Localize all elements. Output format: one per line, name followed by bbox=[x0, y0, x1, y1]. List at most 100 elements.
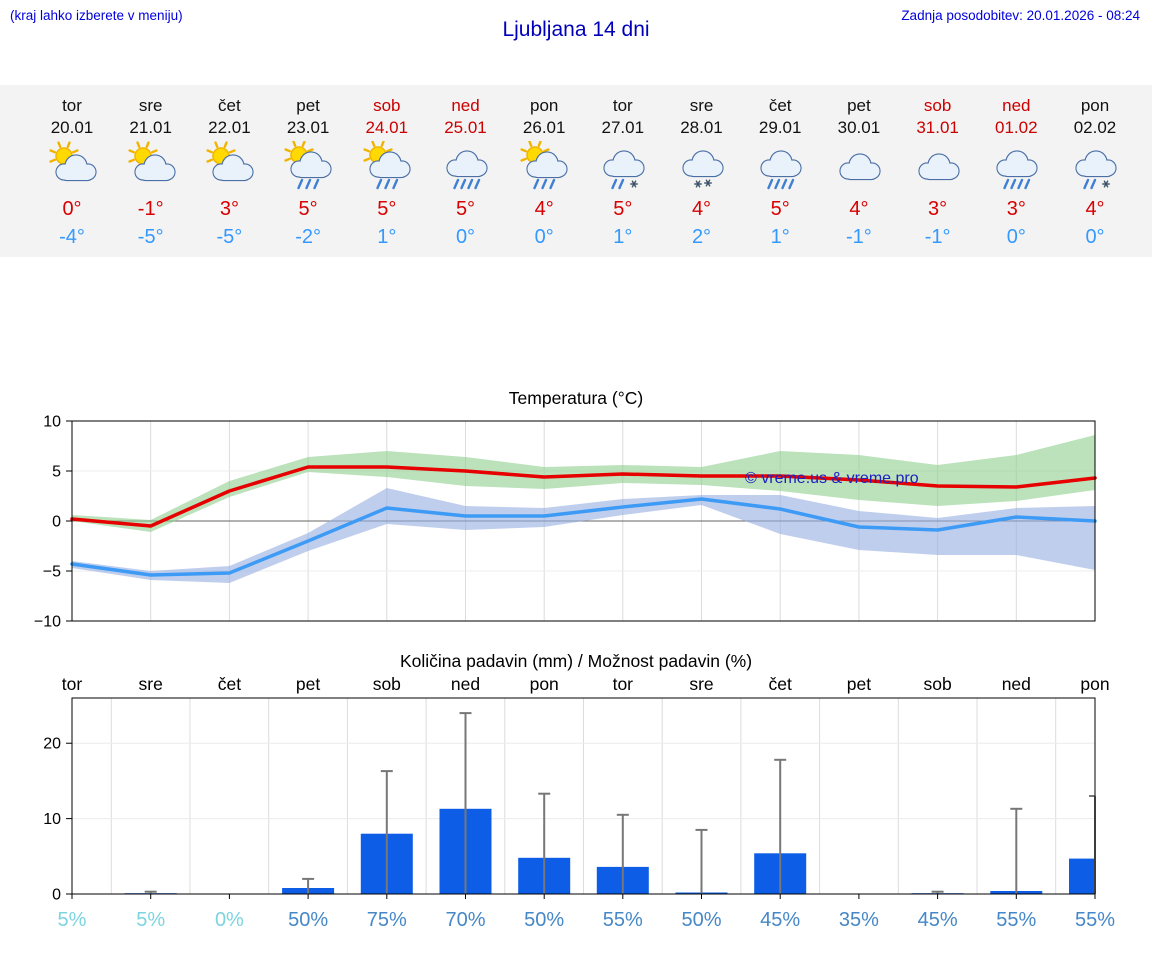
temp-low: -1° bbox=[846, 226, 872, 248]
cloud-icon bbox=[819, 141, 899, 193]
temp-high: 5° bbox=[455, 198, 476, 220]
day-name: ned bbox=[1002, 96, 1031, 115]
day-column-20.01: tor 20.01 0° -4° bbox=[32, 95, 112, 251]
day-label: ned bbox=[1002, 674, 1031, 694]
temp-high: 4° bbox=[691, 198, 712, 220]
y-tick-label: −5 bbox=[43, 564, 61, 581]
min-temperature-band bbox=[72, 488, 1095, 583]
temp-low: 2° bbox=[691, 226, 712, 248]
day-column-27.01: tor 27.01 5° 1° bbox=[583, 95, 663, 251]
y-tick-label: 0 bbox=[52, 514, 61, 531]
day-name: pet bbox=[296, 96, 320, 115]
day-name: pon bbox=[1080, 96, 1110, 115]
temp-low: -5° bbox=[137, 226, 164, 248]
y-tick-label: 10 bbox=[43, 811, 61, 828]
day-date: 30.01 bbox=[837, 118, 881, 137]
temperature-chart-title: Temperatura (°C) bbox=[508, 388, 644, 408]
temp-high: -1° bbox=[137, 198, 164, 220]
max-temperature-line bbox=[70, 465, 1097, 528]
day-name: tor bbox=[62, 96, 82, 115]
day-name: sob bbox=[923, 96, 952, 115]
day-name: sre bbox=[138, 96, 163, 115]
percent-label: 35% bbox=[839, 909, 879, 931]
y-tick-label: −10 bbox=[34, 614, 61, 631]
day-column-26.01: pon 26.01 4° 0° bbox=[504, 95, 584, 251]
sun-cloud-rain-icon bbox=[268, 141, 348, 193]
day-date: 24.01 bbox=[365, 118, 409, 137]
max-temperature-band bbox=[72, 435, 1095, 532]
temp-low: -2° bbox=[295, 226, 321, 248]
percent-label: 75% bbox=[367, 909, 407, 931]
sun-cloud-icon bbox=[111, 141, 191, 193]
plot-border bbox=[71, 697, 1096, 895]
day-date: 22.01 bbox=[208, 118, 251, 137]
day-column-25.01: ned 25.01 5° 0° bbox=[426, 95, 506, 251]
day-label: čet bbox=[218, 674, 241, 694]
temp-high: 5° bbox=[298, 198, 318, 220]
temp-low: 0° bbox=[1085, 226, 1105, 248]
percent-label: 5% bbox=[58, 909, 87, 931]
watermark: © vreme.us & vreme.pro bbox=[745, 470, 919, 487]
percent-label: 55% bbox=[603, 909, 643, 931]
day-date: 26.01 bbox=[522, 118, 566, 137]
precip-bar bbox=[1069, 858, 1095, 894]
cloud-rain-icon bbox=[976, 141, 1056, 193]
day-name: pon bbox=[530, 96, 559, 115]
temp-low: 0° bbox=[455, 226, 476, 248]
percent-label: 55% bbox=[996, 909, 1036, 931]
sun-cloud-rain-icon bbox=[347, 141, 427, 193]
percent-label: 70% bbox=[445, 909, 485, 931]
day-date: 27.01 bbox=[601, 118, 645, 137]
cloud-rain-icon bbox=[740, 141, 820, 193]
y-tick-label: 5 bbox=[52, 464, 61, 481]
day-date: 01.02 bbox=[995, 118, 1038, 137]
temp-low: 1° bbox=[613, 226, 633, 248]
percent-label: 45% bbox=[760, 909, 800, 931]
precipitation-chart: tor sre čet pet sob ned pon tor sre čet pet sob ned p… bbox=[43, 674, 1115, 931]
temp-high: 4° bbox=[849, 198, 869, 220]
menu-hint: (kraj lahko izberete v meniju) bbox=[10, 8, 183, 23]
temp-low: 1° bbox=[377, 226, 397, 248]
temp-low: -4° bbox=[59, 226, 85, 248]
temp-low: 0° bbox=[534, 226, 554, 248]
day-label: tor bbox=[613, 674, 634, 694]
day-label: sre bbox=[139, 674, 163, 694]
day-column-22.01: čet 22.01 3° -5° bbox=[189, 95, 269, 251]
day-column-01.02: ned 01.02 3° 0° bbox=[976, 95, 1056, 251]
day-column-31.01: sob 31.01 3° -1° bbox=[898, 95, 978, 251]
y-tick-label: 0 bbox=[52, 887, 61, 904]
day-date: 25.01 bbox=[444, 118, 487, 137]
cloud-snow-icon bbox=[662, 141, 742, 193]
day-label: sre bbox=[689, 674, 713, 694]
temperature-chart: 10 5 0 −5 −10 © vreme.us & vreme.pro bbox=[34, 414, 1097, 631]
y-tick-label: 10 bbox=[43, 414, 61, 431]
cloud-rain-icon bbox=[426, 141, 506, 193]
temp-high: 5° bbox=[377, 198, 397, 220]
day-column-24.01: sob 24.01 5° 1° bbox=[347, 95, 427, 251]
percent-label: 50% bbox=[524, 909, 564, 931]
day-column-21.01: sre 21.01 -1° -5° bbox=[111, 95, 191, 251]
y-tick-label: 20 bbox=[43, 736, 61, 753]
temp-high: 4° bbox=[534, 198, 554, 220]
day-column-29.01: čet 29.01 5° 1° bbox=[740, 95, 820, 251]
temp-high: 3° bbox=[1006, 198, 1026, 220]
day-label: tor bbox=[62, 674, 83, 694]
day-column-28.01: sre 28.01 4° 2° bbox=[662, 95, 742, 251]
sun-cloud-icon bbox=[189, 141, 269, 193]
day-column-30.01: pet 30.01 4° -1° bbox=[819, 95, 899, 251]
temp-high: 3° bbox=[928, 198, 948, 220]
day-date: 31.01 bbox=[916, 118, 959, 137]
min-temperature-line bbox=[70, 497, 1097, 577]
percent-label: 50% bbox=[288, 909, 328, 931]
day-label: čet bbox=[769, 674, 792, 694]
temp-high: 5° bbox=[770, 198, 790, 220]
day-label: sob bbox=[373, 674, 401, 694]
temp-high: 4° bbox=[1085, 198, 1105, 220]
cloud-rain-snow-icon bbox=[1055, 141, 1135, 193]
percent-label: 0% bbox=[215, 909, 244, 931]
precipitation-chart-title: Količina padavin (mm) / Možnost padavin … bbox=[399, 651, 753, 671]
cloud-icon bbox=[898, 141, 978, 193]
day-label: sob bbox=[923, 674, 951, 694]
page-title: Ljubljana 14 dni bbox=[502, 18, 650, 41]
temp-high: 3° bbox=[219, 198, 239, 220]
